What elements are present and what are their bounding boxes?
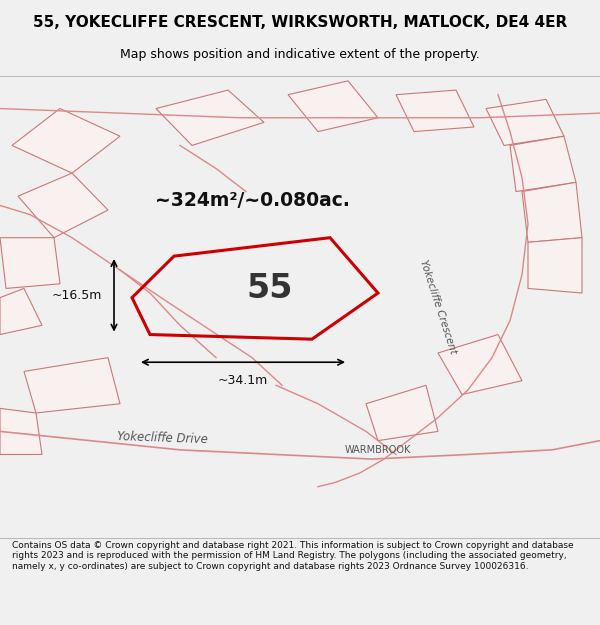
Polygon shape xyxy=(528,238,582,293)
Text: Contains OS data © Crown copyright and database right 2021. This information is : Contains OS data © Crown copyright and d… xyxy=(12,541,574,571)
Polygon shape xyxy=(12,109,120,173)
Text: ~16.5m: ~16.5m xyxy=(52,289,102,302)
Polygon shape xyxy=(18,173,108,238)
Polygon shape xyxy=(438,334,522,394)
Text: ~324m²/~0.080ac.: ~324m²/~0.080ac. xyxy=(155,191,349,210)
Text: 55: 55 xyxy=(247,272,293,305)
Polygon shape xyxy=(510,136,576,191)
Polygon shape xyxy=(396,90,474,132)
Polygon shape xyxy=(522,182,582,243)
Polygon shape xyxy=(156,90,264,146)
Text: ~34.1m: ~34.1m xyxy=(218,374,268,387)
Text: Yokecliffe Drive: Yokecliffe Drive xyxy=(116,430,208,446)
Text: Yokecliffe Crescent: Yokecliffe Crescent xyxy=(418,259,458,355)
Text: WARMBROOK: WARMBROOK xyxy=(345,445,411,455)
Polygon shape xyxy=(288,81,378,132)
Polygon shape xyxy=(0,408,42,454)
Polygon shape xyxy=(0,288,42,334)
Text: Map shows position and indicative extent of the property.: Map shows position and indicative extent… xyxy=(120,48,480,61)
Polygon shape xyxy=(366,385,438,441)
Polygon shape xyxy=(0,238,60,288)
Polygon shape xyxy=(24,357,120,413)
Text: 55, YOKECLIFFE CRESCENT, WIRKSWORTH, MATLOCK, DE4 4ER: 55, YOKECLIFFE CRESCENT, WIRKSWORTH, MAT… xyxy=(33,16,567,31)
Polygon shape xyxy=(486,99,564,146)
